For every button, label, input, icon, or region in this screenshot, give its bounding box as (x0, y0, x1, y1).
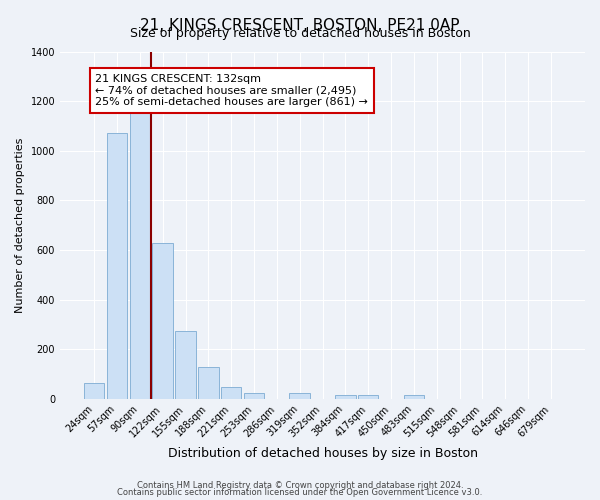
Text: 21, KINGS CRESCENT, BOSTON, PE21 0AP: 21, KINGS CRESCENT, BOSTON, PE21 0AP (140, 18, 460, 32)
Text: 21 KINGS CRESCENT: 132sqm
← 74% of detached houses are smaller (2,495)
25% of se: 21 KINGS CRESCENT: 132sqm ← 74% of detac… (95, 74, 368, 107)
Bar (404, 395, 424, 399)
Bar (358, 395, 379, 399)
Bar (152, 242, 173, 399)
Bar (221, 387, 241, 399)
Text: Size of property relative to detached houses in Boston: Size of property relative to detached ho… (130, 28, 470, 40)
Bar (84, 383, 104, 399)
Bar (244, 394, 264, 399)
Text: Contains HM Land Registry data © Crown copyright and database right 2024.: Contains HM Land Registry data © Crown c… (137, 480, 463, 490)
Y-axis label: Number of detached properties: Number of detached properties (15, 138, 25, 313)
Text: Contains public sector information licensed under the Open Government Licence v3: Contains public sector information licen… (118, 488, 482, 497)
Bar (130, 112, 150, 399)
Bar (289, 394, 310, 399)
Bar (107, 134, 127, 399)
Bar (335, 395, 356, 399)
Bar (175, 330, 196, 399)
Bar (198, 366, 218, 399)
X-axis label: Distribution of detached houses by size in Boston: Distribution of detached houses by size … (167, 447, 478, 460)
